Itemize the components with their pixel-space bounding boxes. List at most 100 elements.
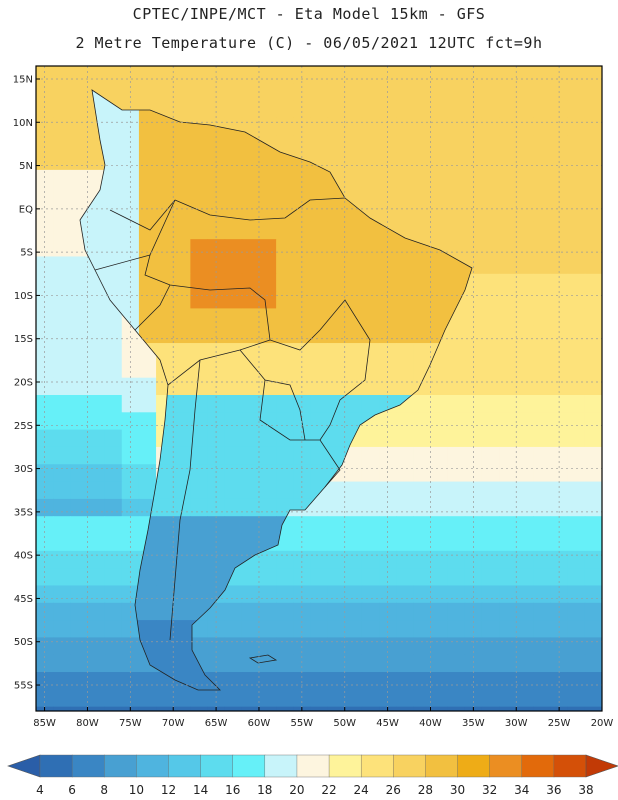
field-cell [516, 689, 534, 708]
field-cell [481, 568, 500, 586]
land-cell [310, 291, 329, 309]
field-cell [430, 429, 449, 448]
land-cell [224, 135, 243, 154]
field-cell [481, 135, 500, 154]
field-cell [310, 498, 329, 517]
land-cell [361, 343, 380, 361]
field-cell [276, 637, 294, 656]
field-cell [567, 187, 586, 206]
field-cell [344, 464, 363, 483]
land-cell [173, 394, 191, 413]
field-cell [447, 325, 466, 344]
field-cell [138, 66, 157, 84]
field-cell [533, 481, 552, 500]
field-cell [430, 100, 449, 119]
field-cell [533, 516, 552, 535]
field-cell [481, 464, 500, 483]
land-cell [156, 187, 174, 206]
field-cell [396, 187, 414, 206]
field-cell [344, 66, 363, 84]
land-cell [173, 654, 191, 673]
field-cell [567, 620, 586, 638]
land-cell [310, 464, 329, 483]
field-cell [447, 117, 466, 136]
field-cell [121, 689, 140, 708]
land-cell [327, 412, 346, 431]
field-cell [481, 273, 500, 292]
field-cell [516, 308, 534, 327]
field-cell [327, 498, 346, 517]
land-cell [156, 308, 174, 327]
land-cell [156, 117, 174, 136]
field-cell [361, 135, 380, 154]
field-cell [533, 169, 552, 188]
field-cell [447, 83, 466, 102]
lon-label: 45W [376, 718, 399, 729]
field-cell [53, 83, 71, 102]
field-cell [104, 394, 123, 413]
land-cell [310, 343, 329, 361]
land-cell [138, 117, 157, 136]
field-cell [584, 187, 602, 206]
land-cell [156, 169, 174, 188]
land-cell [156, 221, 174, 240]
land-cell [241, 394, 260, 413]
land-cell [396, 239, 414, 257]
land-cell [241, 256, 260, 275]
land-cell [224, 429, 243, 448]
land-cell [361, 221, 380, 240]
field-cell [567, 637, 586, 656]
field-cell [584, 66, 602, 84]
field-cell [533, 308, 552, 327]
field-cell [584, 429, 602, 448]
field-cell [87, 169, 106, 188]
field-cell [396, 568, 414, 586]
field-cell [516, 585, 534, 604]
field-cell [53, 550, 71, 569]
colorbar-high-arrow [585, 754, 618, 778]
field-cell [276, 550, 294, 569]
land-cell [190, 672, 209, 690]
land-cell [310, 394, 329, 413]
land-cell [276, 412, 294, 431]
land-cell [361, 308, 380, 327]
land-cell [138, 187, 157, 206]
land-cell [224, 169, 243, 188]
field-cell [276, 706, 294, 711]
land-cell [258, 464, 277, 483]
field-cell [344, 135, 363, 154]
field-cell [87, 360, 106, 379]
field-cell [53, 377, 71, 396]
land-cell [121, 239, 140, 257]
field-cell [430, 360, 449, 379]
field-cell [533, 377, 552, 396]
land-cell [173, 377, 191, 396]
land-cell [430, 291, 449, 309]
field-cell [293, 654, 311, 673]
field-cell [447, 481, 466, 500]
land-cell [104, 204, 123, 223]
field-cell [36, 654, 54, 673]
land-cell [224, 516, 243, 535]
field-cell [584, 602, 602, 621]
field-cell [361, 152, 380, 171]
land-cell [138, 291, 157, 309]
colorbar-label: 38 [578, 783, 593, 797]
land-cell [327, 429, 346, 448]
field-cell [104, 66, 123, 84]
field-cell [464, 66, 483, 84]
colorbar-swatch [39, 754, 73, 778]
land-cell [276, 187, 294, 206]
land-cell [310, 169, 329, 188]
field-cell [258, 689, 277, 708]
land-cell [207, 360, 226, 379]
land-cell [190, 169, 209, 188]
field-cell [173, 83, 191, 102]
field-cell [413, 412, 431, 431]
land-cell [224, 152, 243, 171]
field-cell [430, 135, 449, 154]
land-cell [207, 550, 226, 569]
field-cell [138, 412, 157, 431]
field-cell [36, 620, 54, 638]
field-cell [241, 706, 260, 711]
